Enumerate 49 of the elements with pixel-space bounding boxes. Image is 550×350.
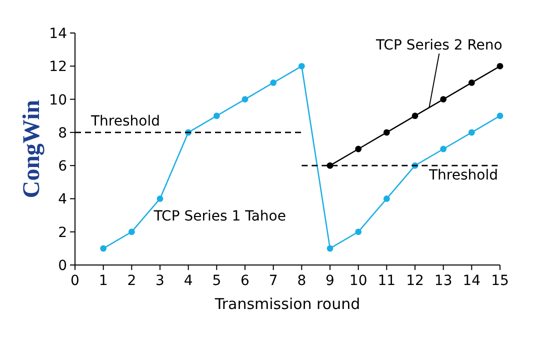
x-tick-label: 11 bbox=[378, 273, 396, 289]
y-axis-title: CongWin bbox=[19, 100, 45, 198]
point bbox=[355, 228, 362, 236]
point bbox=[298, 62, 305, 70]
y-tick-label: 6 bbox=[58, 158, 68, 175]
y-tick-label: 4 bbox=[58, 192, 68, 208]
x-tick-label: 5 bbox=[212, 273, 222, 289]
point bbox=[156, 196, 164, 202]
y-tick-label: 2 bbox=[58, 224, 67, 241]
point bbox=[468, 80, 475, 86]
x-tick-label: 4 bbox=[184, 273, 193, 289]
point bbox=[128, 228, 135, 236]
y-tick-label: 12 bbox=[49, 59, 67, 76]
y-tick-label: 0 bbox=[58, 258, 67, 274]
point bbox=[440, 96, 447, 102]
y-tick-label: 8 bbox=[58, 125, 67, 142]
x-tick-label: 10 bbox=[349, 273, 368, 289]
point bbox=[270, 80, 277, 86]
point bbox=[496, 112, 504, 120]
point bbox=[440, 146, 447, 152]
series-label: TCP Series 2 Reno bbox=[374, 38, 502, 54]
y-tick-label: 14 bbox=[49, 26, 68, 42]
series-label: Threshold bbox=[428, 168, 498, 184]
x-tick-label: 2 bbox=[127, 273, 136, 289]
point bbox=[100, 245, 107, 252]
point bbox=[468, 129, 475, 136]
point bbox=[326, 245, 334, 252]
x-tick-label: 9 bbox=[326, 273, 334, 289]
x-tick-label: 6 bbox=[240, 273, 250, 289]
point bbox=[242, 96, 248, 102]
point bbox=[213, 112, 220, 120]
point bbox=[383, 196, 390, 202]
x-tick-label: 15 bbox=[491, 273, 509, 289]
series-label: Threshold bbox=[90, 113, 160, 130]
x-axis-title: Transmission round bbox=[214, 295, 360, 313]
x-tick-label: 3 bbox=[156, 273, 164, 289]
x-tick-label: 8 bbox=[297, 273, 306, 289]
y-tick-label: 10 bbox=[49, 92, 67, 108]
series-label: TCP Series 1 Tahoe bbox=[152, 208, 286, 224]
x-tick-label: 1 bbox=[98, 273, 108, 289]
point bbox=[383, 129, 390, 136]
x-tick-label: 13 bbox=[434, 273, 452, 289]
point bbox=[496, 62, 504, 70]
point bbox=[355, 146, 362, 152]
x-tick-label: 14 bbox=[462, 273, 481, 289]
point bbox=[412, 112, 418, 120]
x-tick-label: 12 bbox=[406, 273, 424, 289]
x-tick-label: 7 bbox=[268, 273, 278, 289]
x-tick-label: 0 bbox=[70, 273, 80, 289]
